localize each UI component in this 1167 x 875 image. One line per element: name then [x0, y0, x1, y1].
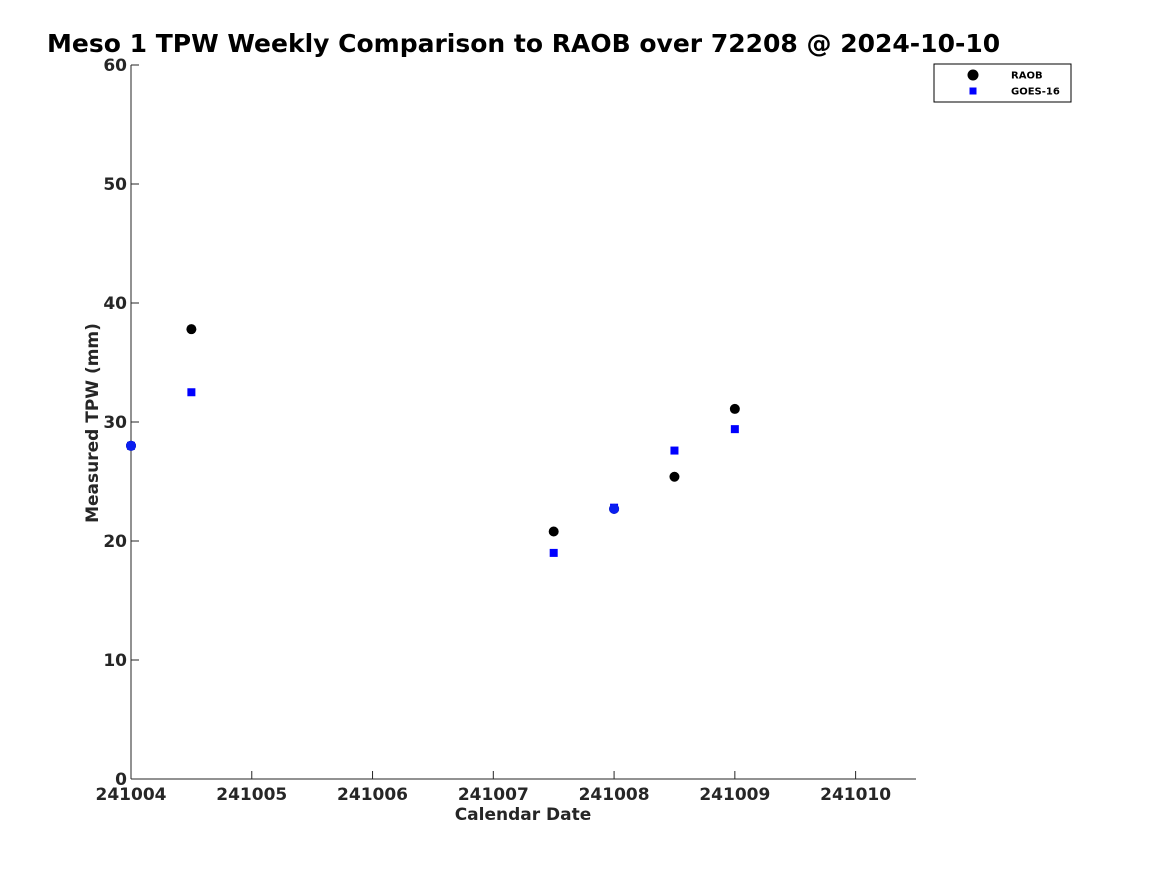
x-axis-ticks: 241004 241005 241006 241007 241008 241009 2410… — [96, 771, 891, 805]
y-tick-label: 60 — [103, 56, 127, 76]
legend-marker-raob — [967, 69, 979, 81]
x-tick-label: 241008 — [579, 785, 650, 805]
y-axis-ticks: 0 10 20 30 40 50 60 — [103, 56, 139, 790]
y-axis-label: Measured TPW (mm) — [83, 323, 103, 523]
legend-label-goes-16: GOES-16 — [1011, 87, 1060, 98]
chart-title: Meso 1 TPW Weekly Comparison to RAOB ove… — [47, 29, 1000, 58]
x-tick-label: 241007 — [458, 785, 529, 805]
goes-16-point — [187, 388, 196, 397]
y-tick-label: 10 — [103, 651, 127, 671]
overlap-point — [126, 440, 136, 451]
y-tick-label: 50 — [103, 175, 127, 195]
goes-16-point — [670, 446, 679, 455]
x-tick-label: 241004 — [96, 785, 167, 805]
y-tick-label: 20 — [103, 532, 127, 552]
overlap-point — [609, 503, 620, 514]
legend-label-raob: RAOB — [1011, 71, 1043, 82]
legend-marker-goes-16 — [969, 87, 977, 95]
axes — [130, 65, 916, 780]
x-tick-label: 241005 — [216, 785, 287, 805]
raob-point — [729, 403, 740, 414]
legend: RAOB GOES-16 — [933, 63, 1072, 103]
goes-16-point — [730, 425, 739, 434]
y-tick-label: 0 — [115, 770, 127, 790]
goes-16-point — [549, 548, 558, 557]
x-tick-label: 241010 — [820, 785, 891, 805]
x-tick-label: 241009 — [699, 785, 770, 805]
data-points — [126, 324, 740, 557]
raob-point — [669, 471, 680, 482]
raob-point — [548, 526, 559, 537]
legend-box — [933, 63, 1072, 103]
y-tick-label: 40 — [103, 294, 127, 314]
raob-point — [186, 324, 197, 335]
y-tick-label: 30 — [103, 413, 127, 433]
x-tick-label: 241006 — [337, 785, 408, 805]
x-axis-label: Calendar Date — [455, 805, 592, 825]
